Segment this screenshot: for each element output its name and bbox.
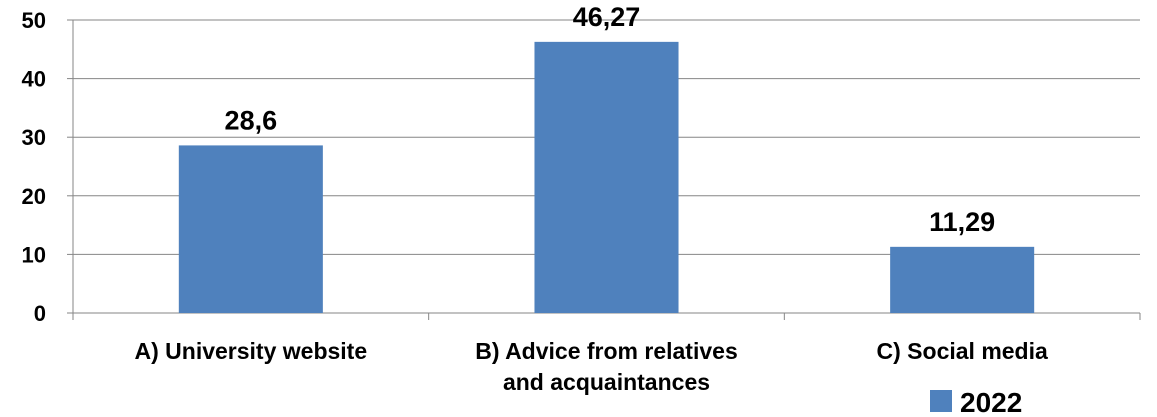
y-axis-ticks: 0 10 20 30 40 50 [22,8,46,326]
bar [178,145,323,313]
data-label: 28,6 [225,105,278,135]
category-label: C) Social media [877,338,1048,364]
bars [178,41,1035,314]
category-labels: A) University website B) Advice from rela… [135,338,1048,395]
data-label: 11,29 [929,207,995,237]
data-label: 46,27 [573,2,641,32]
legend-label: 2022 [960,387,1022,417]
legend: 2022 [930,387,1022,417]
y-tick-label: 20 [22,184,46,209]
legend-swatch [930,390,952,412]
category-label: A) University website [135,338,368,364]
y-tick-label: 0 [34,301,46,326]
bar [534,41,679,314]
data-labels: 28,6 46,27 11,29 [225,2,996,237]
category-label: B) Advice from relatives and acquaintance… [475,338,737,395]
bar [890,246,1035,313]
y-tick-label: 50 [22,8,46,33]
y-tick-label: 10 [22,242,46,267]
y-tick-label: 40 [22,67,46,92]
y-tick-label: 30 [22,125,46,150]
